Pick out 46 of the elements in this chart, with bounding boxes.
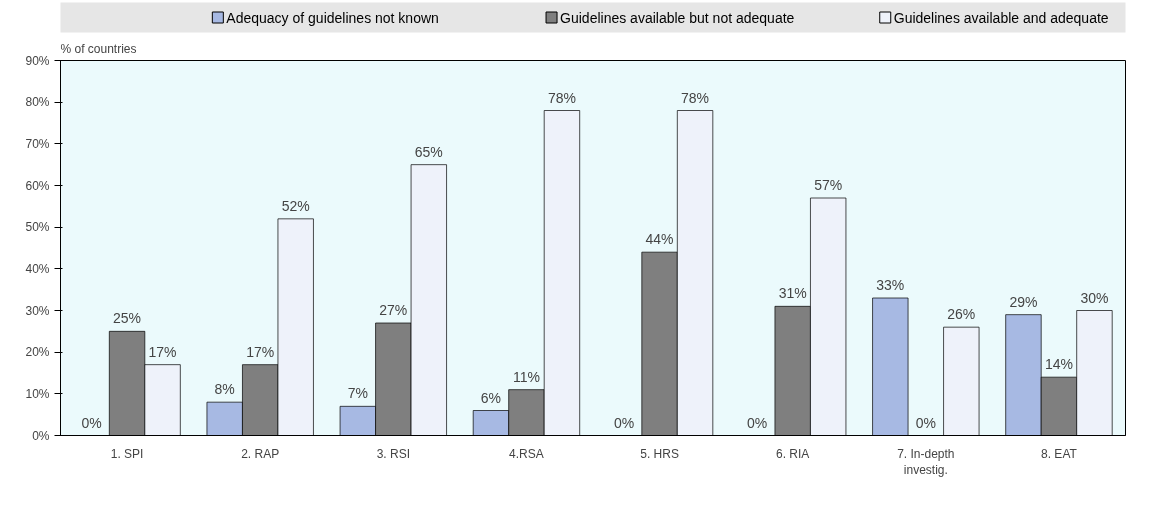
legend-label: Guidelines available and adequate	[893, 9, 1109, 26]
data-label: 25%	[113, 310, 142, 327]
x-tick-label: 6. RIA	[776, 446, 810, 461]
x-tick-label: 5. HRS	[640, 446, 679, 461]
x-tick-label: 8. EAT	[1041, 446, 1078, 461]
legend-label: Guidelines available but not adequate	[560, 9, 795, 26]
y-tick-label: 40%	[25, 261, 50, 276]
y-tick-label: 60%	[25, 178, 50, 193]
x-tick-label: 2. RAP	[241, 446, 280, 461]
data-label: 65%	[414, 143, 443, 160]
x-tick-label: 3. RSI	[376, 446, 410, 461]
legend-label: Adequacy of guidelines not known	[226, 9, 439, 26]
data-label: 33%	[876, 277, 905, 293]
data-label: 0%	[915, 414, 936, 431]
y-tick-label: 90%	[25, 53, 50, 68]
y-tick-label: 30%	[25, 303, 50, 318]
data-label: 17%	[148, 343, 177, 360]
data-label: 17%	[246, 343, 275, 360]
data-label: 78%	[681, 89, 710, 106]
data-label: 31%	[778, 285, 807, 302]
data-label: 0%	[613, 414, 635, 431]
data-label: 27%	[379, 302, 408, 318]
data-label: 26%	[947, 306, 976, 323]
data-label: 11%	[512, 368, 540, 385]
y-tick-label: 70%	[25, 136, 50, 151]
y-tick-label: 0%	[32, 428, 50, 443]
x-tick-label: 7. In-depth investig.	[897, 446, 955, 478]
data-label: 0%	[747, 414, 768, 431]
data-label: 30%	[1080, 289, 1109, 306]
y-axis-title: % of countries	[60, 41, 137, 56]
x-tick-label: 1. SPI	[110, 446, 144, 461]
y-tick-label: 10%	[25, 386, 50, 401]
x-tick-label: 4.RSA	[509, 446, 544, 461]
data-label: 8%	[214, 381, 235, 398]
data-label: 57%	[814, 177, 843, 193]
y-tick-label: 80%	[25, 95, 50, 110]
data-label: 78%	[547, 89, 576, 106]
data-label: 44%	[645, 231, 674, 248]
data-label: 6%	[480, 389, 502, 406]
data-label: 29%	[1009, 293, 1038, 310]
y-tick-label: 20%	[25, 345, 50, 360]
data-label: 14%	[1044, 356, 1073, 373]
data-label: 52%	[281, 197, 310, 214]
data-label: 7%	[347, 385, 368, 402]
y-tick-label: 50%	[25, 220, 50, 235]
data-label: 0%	[81, 414, 102, 431]
